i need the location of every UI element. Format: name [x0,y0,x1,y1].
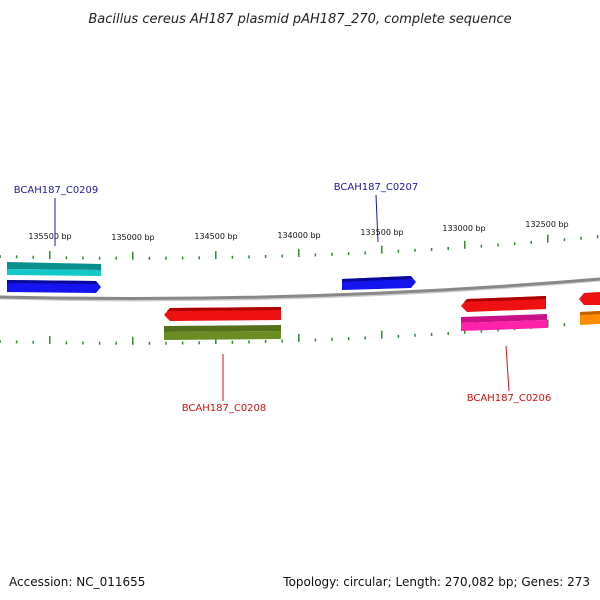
tick-label-135500: 135500 bp [28,232,71,241]
tick-label-133500: 133500 bp [360,228,403,237]
tick-label-133000: 133000 bp [442,224,485,233]
feature-olive[interactable] [164,325,281,340]
gene-label-c0208[interactable]: BCAH187_C0208 [182,403,267,414]
feature-bcah187-c0207[interactable] [342,276,416,290]
feature-bcah187-c0208[interactable] [164,307,281,321]
gene-label-c0209[interactable]: BCAH187_C0209 [14,185,99,196]
gene-label-c0207[interactable]: BCAH187_C0207 [334,182,419,193]
tick-label-135000: 135000 bp [111,233,154,242]
tick-label-132500: 132500 bp [525,220,568,229]
scale-tick-labels: 135500 bp 135000 bp 134500 bp 134000 bp … [28,220,568,242]
label-connectors [54,194,510,401]
backbone [0,277,600,301]
map-title: Bacillus cereus AH187 plasmid pAH187_270… [88,12,511,27]
accession-text: Accession: NC_011655 [9,575,145,589]
feature-bcah187-c0209[interactable] [7,280,101,293]
feature-red-reverse[interactable] [461,296,546,312]
connector-c0206 [505,345,510,392]
feature-red-edge[interactable] [579,292,600,305]
feature-cyan[interactable] [7,262,101,276]
topology-summary: Topology: circular; Length: 270,082 bp; … [282,575,590,589]
tick-label-134000: 134000 bp [277,231,320,240]
gene-labels: BCAH187_C0209 BCAH187_C0207 BCAH187_C020… [14,182,552,414]
gene-features [7,262,600,340]
tick-label-134500: 134500 bp [194,232,237,241]
scale-ticks-outer [0,234,599,260]
gene-label-c0206[interactable]: BCAH187_C0206 [467,393,552,404]
connector-c0207 [375,194,379,243]
feature-orange-edge[interactable] [580,311,600,325]
feature-bcah187-c0206[interactable] [461,314,547,331]
